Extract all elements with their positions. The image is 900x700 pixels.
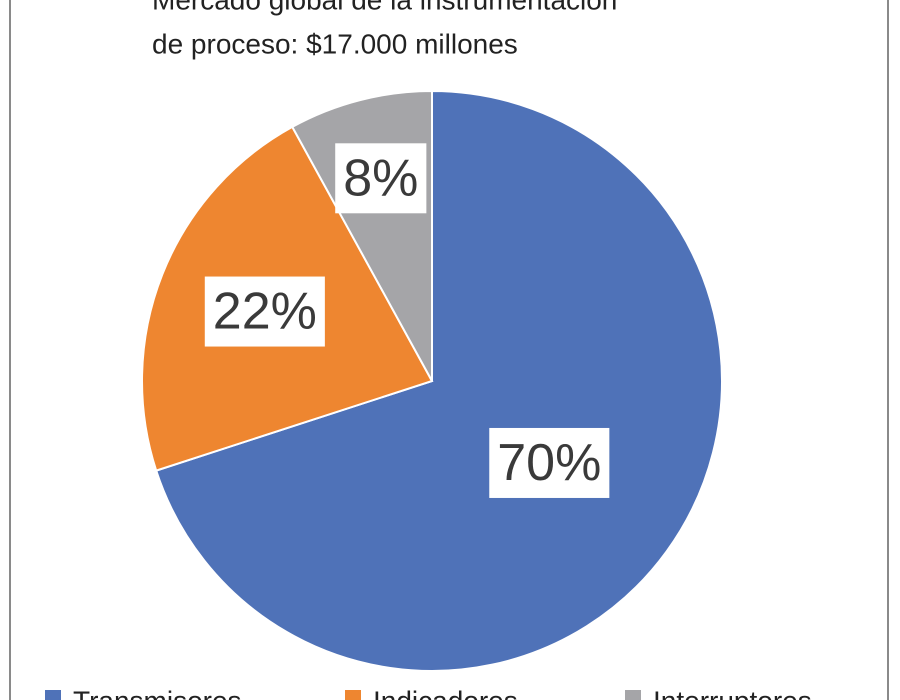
chart-title: de proceso: $17.000 millones xyxy=(152,28,518,59)
legend-label: Transmisores xyxy=(73,685,242,700)
legend-swatch xyxy=(345,690,361,700)
pie-slice xyxy=(154,89,723,672)
data-label-box xyxy=(489,427,610,498)
legend-swatch xyxy=(625,690,641,700)
data-label: 22% xyxy=(213,283,317,341)
data-label: 70% xyxy=(497,434,601,492)
data-label: 8% xyxy=(343,149,418,207)
legend-label: Interruptores xyxy=(653,685,812,700)
data-label-box xyxy=(335,143,427,214)
chart-title: Mercado global de la instrumentación xyxy=(152,0,617,15)
data-label-box xyxy=(204,276,325,347)
legend-swatch xyxy=(45,690,61,700)
legend-label: Indicadores xyxy=(373,685,518,700)
